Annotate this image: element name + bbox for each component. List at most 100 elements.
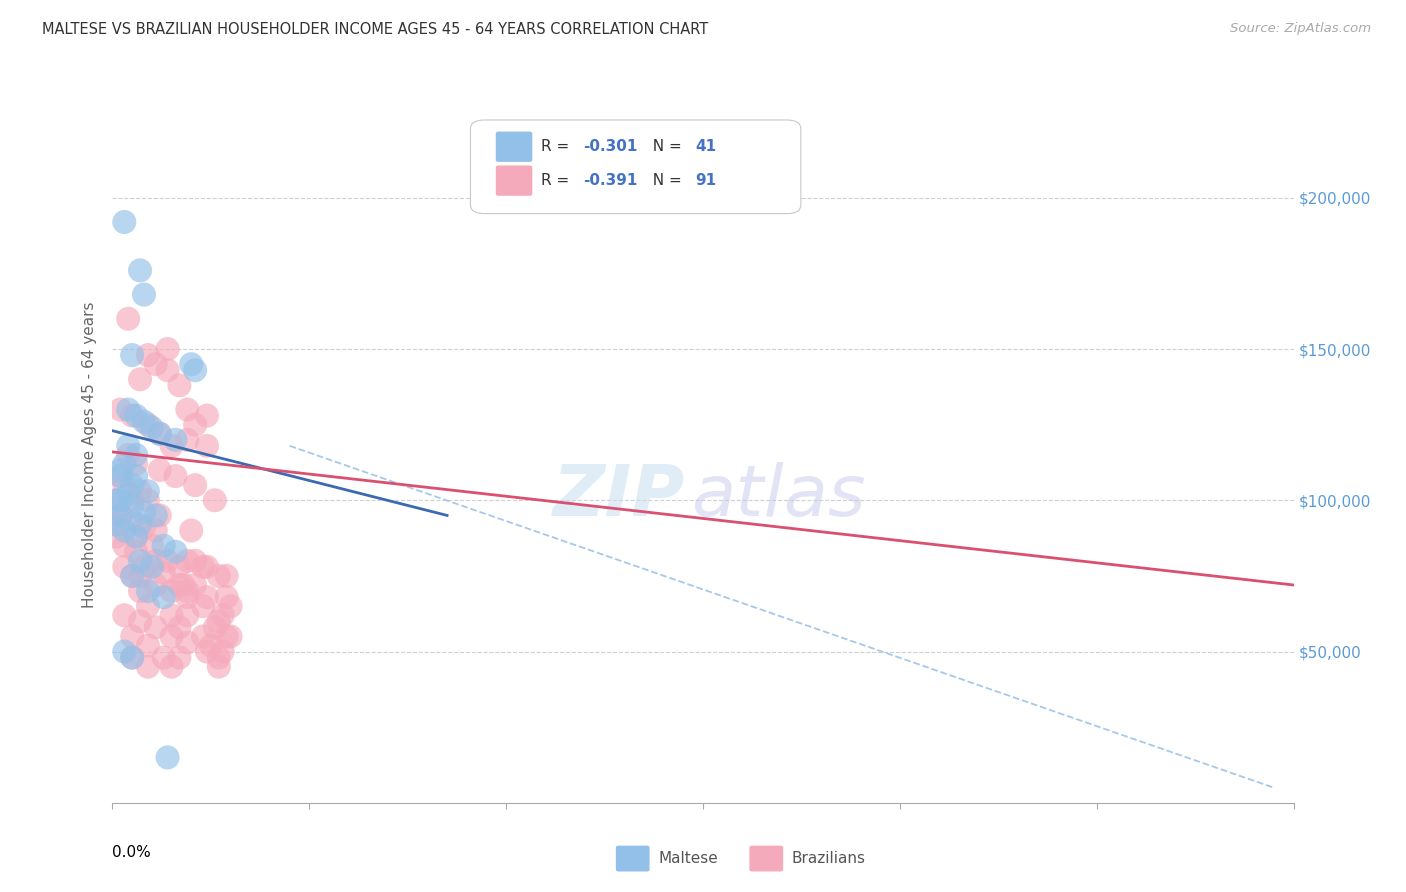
Point <box>121 348 143 362</box>
Point <box>152 539 174 553</box>
Text: R =: R = <box>541 173 574 188</box>
Point <box>125 469 148 483</box>
Point <box>112 644 135 658</box>
Point <box>136 584 159 599</box>
Point <box>145 620 167 634</box>
Point <box>160 584 183 599</box>
Point <box>176 608 198 623</box>
Point <box>152 590 174 604</box>
Point <box>121 569 143 583</box>
Point <box>195 439 218 453</box>
Point <box>176 433 198 447</box>
Text: N =: N = <box>644 173 688 188</box>
Point <box>176 402 198 417</box>
Point <box>165 545 187 559</box>
Text: ZIP: ZIP <box>553 462 685 531</box>
Point <box>125 530 148 544</box>
Point <box>117 448 139 462</box>
Point <box>110 469 132 483</box>
Point <box>136 417 159 432</box>
Point <box>215 590 238 604</box>
Point <box>110 508 132 523</box>
Point <box>117 311 139 326</box>
Point <box>129 569 152 583</box>
Point <box>117 487 139 501</box>
Point <box>195 409 218 423</box>
Point <box>110 463 132 477</box>
Point <box>136 659 159 673</box>
Point <box>112 478 135 492</box>
Point <box>208 569 231 583</box>
Point <box>169 559 191 574</box>
Text: -0.301: -0.301 <box>583 139 637 154</box>
Point <box>184 478 207 492</box>
Point <box>141 539 163 553</box>
Point <box>156 342 179 356</box>
Point <box>208 615 231 629</box>
Point <box>112 524 135 538</box>
Text: Brazilians: Brazilians <box>792 851 866 866</box>
Point <box>117 402 139 417</box>
Point <box>129 372 152 386</box>
Point <box>169 378 191 392</box>
Point <box>191 629 214 643</box>
Point <box>156 750 179 764</box>
Text: atlas: atlas <box>692 462 866 531</box>
Point <box>121 650 143 665</box>
Point <box>121 409 143 423</box>
Point <box>200 639 222 653</box>
Point <box>215 569 238 583</box>
Point <box>204 620 226 634</box>
Point <box>180 357 202 371</box>
Point <box>129 615 152 629</box>
Point <box>105 517 128 532</box>
Point <box>121 500 143 514</box>
Text: N =: N = <box>644 139 688 154</box>
Point <box>112 215 135 229</box>
Point <box>145 524 167 538</box>
Point <box>219 599 242 614</box>
Point <box>129 517 152 532</box>
Text: 91: 91 <box>696 173 717 188</box>
Point <box>112 539 135 553</box>
Text: 0.0%: 0.0% <box>112 845 152 860</box>
Point <box>211 608 233 623</box>
Point <box>141 420 163 434</box>
Text: Maltese: Maltese <box>658 851 717 866</box>
Point <box>160 439 183 453</box>
Text: R =: R = <box>541 139 574 154</box>
Point <box>121 478 143 492</box>
Point <box>211 644 233 658</box>
Point <box>125 448 148 462</box>
Point <box>121 493 143 508</box>
Point <box>110 469 132 483</box>
Point <box>125 409 148 423</box>
Point <box>204 493 226 508</box>
Point <box>125 545 148 559</box>
Point <box>160 629 183 643</box>
Point <box>136 493 159 508</box>
Point <box>110 508 132 523</box>
Point <box>169 620 191 634</box>
Point <box>105 493 128 508</box>
Point <box>110 493 132 508</box>
Point <box>105 493 128 508</box>
Point <box>165 433 187 447</box>
Point <box>152 566 174 580</box>
Point <box>132 520 155 534</box>
Point <box>149 426 172 441</box>
Point <box>195 559 218 574</box>
Point <box>132 415 155 429</box>
Point <box>145 508 167 523</box>
Point <box>112 608 135 623</box>
Point <box>110 508 132 523</box>
Point <box>165 469 187 483</box>
Point <box>191 599 214 614</box>
Point <box>208 650 231 665</box>
Point <box>105 530 128 544</box>
Point <box>156 363 179 377</box>
Point <box>132 559 155 574</box>
Point <box>132 287 155 301</box>
Point <box>129 584 152 599</box>
Point <box>129 554 152 568</box>
